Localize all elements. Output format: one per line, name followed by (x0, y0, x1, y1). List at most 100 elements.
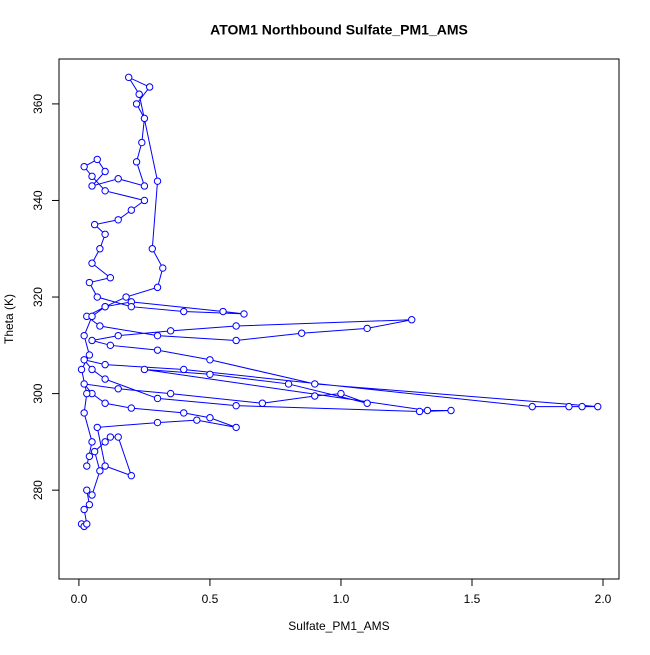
data-point (166, 327, 175, 335)
data-point (80, 505, 88, 514)
data-point (90, 447, 99, 456)
data-point (101, 230, 109, 238)
data-point (206, 414, 214, 422)
data-point (232, 423, 240, 432)
data-point (166, 389, 175, 398)
data-point (114, 331, 122, 340)
data-point (140, 365, 149, 374)
data-point (153, 283, 162, 292)
data-point (88, 336, 96, 345)
x-tick-label: 1.0 (333, 592, 350, 606)
data-point (153, 346, 162, 354)
data-point (219, 307, 227, 316)
data-point (240, 310, 248, 318)
data-point (83, 486, 91, 494)
y-tick-label: 280 (31, 480, 45, 500)
data-point (423, 406, 432, 415)
y-axis-label: Theta (K) (2, 294, 16, 344)
data-point (93, 293, 101, 301)
data-point (297, 329, 306, 337)
data-line (81, 76, 598, 528)
data-point (159, 264, 167, 272)
data-point (80, 331, 88, 340)
data-point (153, 418, 162, 427)
data-point (153, 331, 162, 340)
data-point (206, 370, 214, 378)
data-point (88, 172, 96, 181)
data-point (284, 380, 293, 388)
x-tick-label: 0.0 (71, 592, 88, 606)
data-point (132, 100, 141, 108)
y-tick-label: 340 (31, 190, 45, 210)
data-point (180, 409, 188, 417)
data-point (311, 392, 319, 400)
data-point (80, 356, 88, 364)
x-tick-label: 2.0 (595, 592, 612, 606)
data-point (594, 402, 602, 411)
data-point (415, 407, 424, 416)
data-point (101, 438, 109, 446)
data-point (88, 259, 96, 267)
data-point (138, 138, 146, 147)
data-point (193, 416, 201, 424)
data-point (88, 312, 96, 321)
data-point (114, 175, 122, 183)
data-point (96, 322, 104, 330)
data-point (135, 90, 143, 98)
data-point (565, 402, 573, 411)
data-point (83, 520, 91, 528)
plot-frame (58, 58, 620, 580)
y-tick-label: 320 (31, 287, 45, 307)
data-point (148, 245, 156, 253)
data-point (90, 220, 99, 229)
data-point (127, 206, 136, 214)
data-point (125, 73, 133, 82)
data-point (106, 274, 115, 282)
data-point (85, 500, 94, 509)
data-point (101, 167, 109, 176)
data-point (447, 406, 455, 415)
data-point (180, 307, 188, 316)
chart-title: ATOM1 Northbound Sulfate_PM1_AMS (210, 22, 468, 38)
y-tick-label: 300 (31, 383, 45, 403)
data-point (127, 302, 136, 311)
data-point (153, 394, 162, 403)
data-point (101, 375, 109, 383)
data-point (88, 491, 96, 499)
data-point (363, 324, 371, 333)
x-tick-label: 1.5 (464, 592, 481, 606)
data-point (106, 341, 115, 350)
data-point (80, 409, 88, 417)
data-point (101, 360, 109, 369)
data-point (258, 399, 267, 407)
data-point (85, 452, 94, 461)
data-point (127, 471, 136, 480)
data-point (96, 245, 104, 253)
data-point (93, 423, 101, 432)
data-point (206, 356, 214, 364)
data-point (101, 399, 109, 407)
data-point (101, 187, 109, 195)
data-point (127, 404, 136, 412)
data-point (88, 182, 96, 190)
data-point (114, 385, 122, 393)
data-point (578, 402, 586, 411)
data-point (80, 380, 88, 388)
data-point (114, 433, 122, 441)
data-point (140, 182, 149, 190)
data-point (93, 155, 101, 164)
data-point (101, 462, 109, 470)
data-point (114, 216, 122, 224)
y-tick-label: 360 (31, 94, 45, 114)
x-axis-label: Sulfate_PM1_AMS (288, 619, 389, 633)
data-point (83, 462, 91, 470)
data-point (337, 389, 345, 398)
data-point (528, 402, 536, 411)
data-point (153, 177, 162, 185)
data-point (132, 158, 141, 166)
data-point (85, 278, 94, 287)
data-point (408, 316, 416, 324)
data-point (180, 365, 188, 374)
data-point (83, 389, 91, 398)
